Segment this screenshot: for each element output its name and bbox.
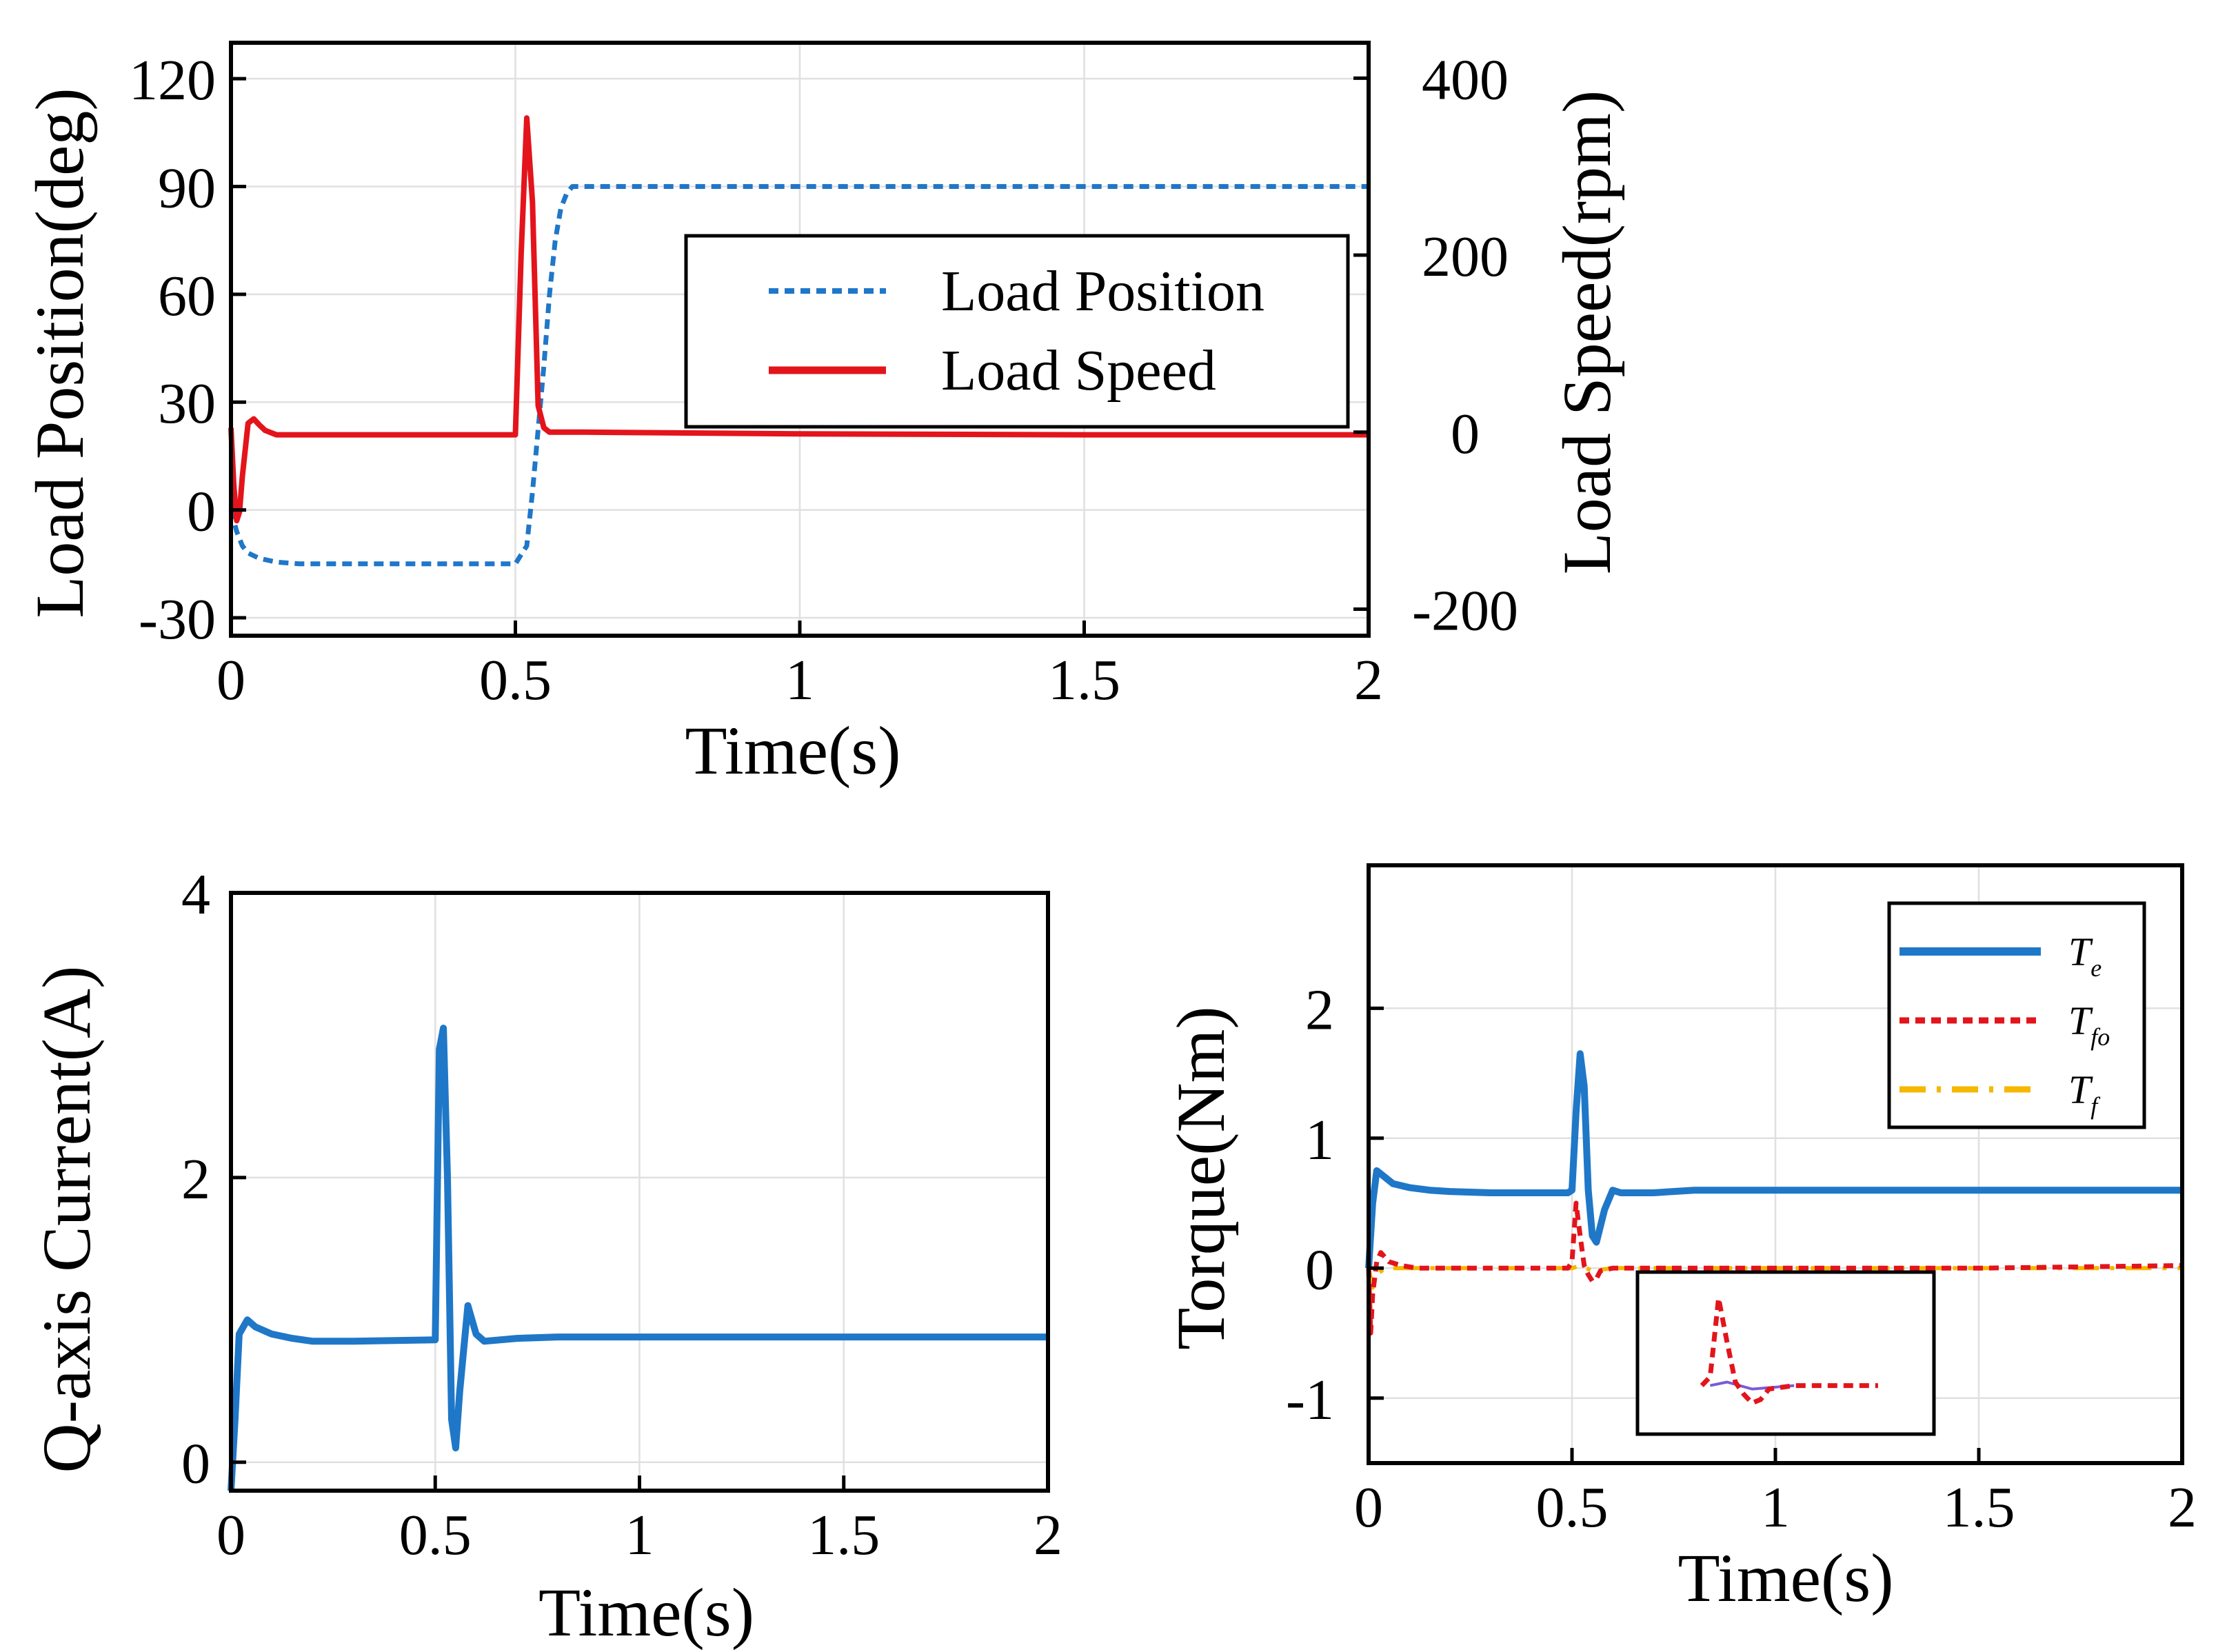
y-tick-label: 1 xyxy=(1305,1108,1334,1172)
x-axis-label: Time(s) xyxy=(1677,1540,1893,1616)
legend-subscript: fo xyxy=(2090,1023,2110,1051)
legend-box xyxy=(684,234,1350,429)
inset-series-tfo xyxy=(1700,1296,1878,1406)
y-right-tick-label: 200 xyxy=(1422,225,1509,289)
x-axis-label: Time(s) xyxy=(685,712,900,789)
x-tick-label: 2 xyxy=(2168,1475,2197,1540)
y-axis-label: Q-axis Current(A) xyxy=(28,966,105,1473)
series-line-tfo xyxy=(1366,1200,2183,1336)
x-tick-label: 1 xyxy=(625,1503,654,1567)
legend-box xyxy=(1887,901,2146,1129)
y-left-axis-label: Load Position(deg) xyxy=(21,88,98,618)
x-tick-label: 0 xyxy=(1354,1475,1383,1540)
x-tick-label: 1.5 xyxy=(1048,648,1120,712)
x-tick-label: 1.5 xyxy=(1943,1475,2015,1540)
y-right-axis-label: Load Speed(rpm) xyxy=(1549,90,1625,575)
y-tick-label: 0 xyxy=(181,1432,210,1496)
x-axis-label: Time(s) xyxy=(538,1574,754,1651)
y-right-tick-label: -200 xyxy=(1412,578,1518,643)
y-tick-label: 2 xyxy=(181,1147,210,1211)
y-left-tick-label: 0 xyxy=(187,480,216,544)
y-left-tick-label: 60 xyxy=(158,264,216,328)
legend-symbol: T xyxy=(2068,929,2093,974)
y-right-tick-label: 400 xyxy=(1422,48,1509,112)
q-axis-current-chart: 0 0.5 1 1.5 2 4 2 0 Time(s) Q-axis Current(A) xyxy=(28,863,1062,1651)
inset-frame xyxy=(1635,1270,1936,1436)
series-line-q-axis-current xyxy=(228,1025,1048,1491)
x-tick-label: 0.5 xyxy=(479,648,552,712)
legend-symbol: T xyxy=(2068,998,2093,1043)
position-speed-chart: 0 0.5 1 1.5 21209060300-304002000-200Time(s)… xyxy=(21,41,1625,789)
legend-label: Load Position xyxy=(941,259,1264,323)
y-right-tick-label: 0 xyxy=(1451,402,1480,466)
x-tick-label: 0.5 xyxy=(1536,1475,1609,1540)
y-left-tick-label: 120 xyxy=(129,48,216,112)
x-tick-label: 1 xyxy=(785,648,814,712)
legend: Load Position Load Speed xyxy=(684,234,1350,429)
y-tick-label: 0 xyxy=(1305,1238,1334,1302)
y-tick-label: -1 xyxy=(1286,1368,1334,1432)
x-tick-label: 0 xyxy=(216,1503,245,1567)
x-tick-label: 1 xyxy=(1761,1475,1790,1540)
y-tick-label: 2 xyxy=(1305,978,1334,1042)
x-tick-label: 1.5 xyxy=(807,1503,880,1567)
y-left-tick-label: -30 xyxy=(139,587,216,652)
x-tick-label: 2 xyxy=(1034,1503,1062,1567)
y-left-tick-label: 90 xyxy=(158,156,216,220)
x-tick-label: 0 xyxy=(216,648,245,712)
inset-zoom xyxy=(1635,1270,1936,1436)
y-axis-label: Torque(Nm) xyxy=(1162,1006,1239,1349)
legend-subscript: e xyxy=(2090,954,2102,982)
legend-symbol: T xyxy=(2068,1067,2093,1112)
x-tick-label: 0.5 xyxy=(399,1503,472,1567)
legend-label: Te xyxy=(2068,929,2102,982)
y-left-tick-label: 30 xyxy=(158,372,216,436)
legend-label: Tfo xyxy=(2068,998,2110,1051)
series-line-load-speed xyxy=(228,115,1369,524)
y-tick-label: 4 xyxy=(181,863,210,927)
series-line-te xyxy=(1365,1050,2182,1269)
x-tick-label: 2 xyxy=(1354,648,1383,712)
legend-label: Load Speed xyxy=(941,339,1216,403)
